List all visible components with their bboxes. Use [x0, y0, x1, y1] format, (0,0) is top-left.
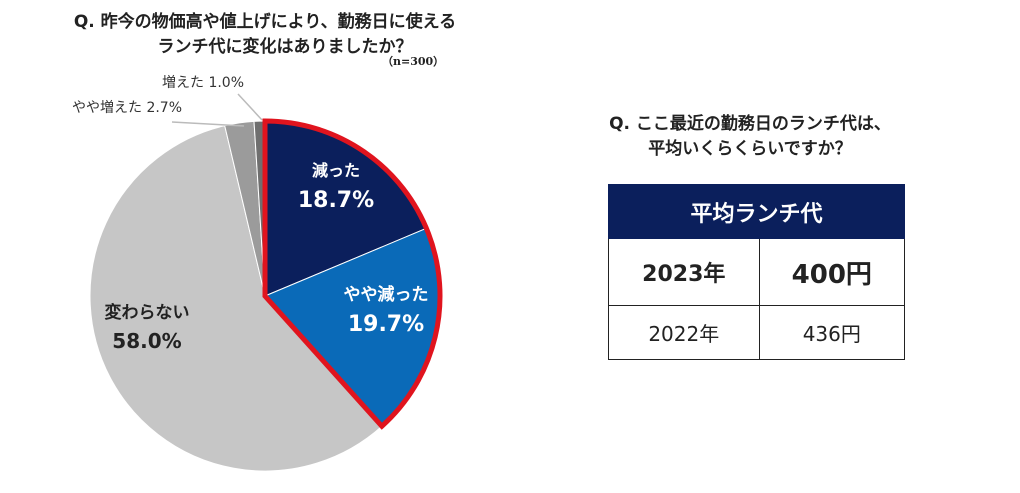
question-right-line2: 平均いくらくらいですか？ [648, 139, 852, 159]
sample-size-note: （n=300） [382, 55, 445, 68]
table-header: 平均ランチ代 [608, 184, 905, 239]
decrease-highlight-outline [262, 118, 443, 430]
table-row: 2023年 400円 [608, 238, 906, 306]
slice-value-label: 19.7% [348, 312, 424, 337]
leader-line [171, 121, 245, 127]
outside-slice-label: やや増えた 2.7% [72, 100, 182, 116]
question-right-line1: Q. ここ最近の勤務日のランチ代は、 [609, 114, 891, 134]
slice-label: 減った [312, 161, 360, 180]
row-year: 2023年 [608, 238, 760, 306]
table-row: 2022年 436円 [608, 305, 906, 360]
row-year: 2022年 [608, 305, 760, 360]
slice-value-label: 18.7% [298, 188, 374, 213]
question-left-line2: ランチ代に変化はありましたか？ [157, 37, 413, 57]
slice-label: やや減った [344, 284, 429, 305]
row-value: 436円 [758, 305, 906, 360]
outside-slice-label: 増えた 1.0% [162, 75, 244, 91]
slice-label: 変わらない [105, 302, 190, 323]
row-value: 400円 [758, 238, 906, 306]
question-right: Q. ここ最近の勤務日のランチ代は、 平均いくらくらいですか？ [560, 112, 940, 162]
question-left: Q. 昨今の物価高や値上げにより、勤務日に使える ランチ代に変化はありましたか？ [0, 10, 530, 60]
question-left-line1: Q. 昨今の物価高や値上げにより、勤務日に使える [73, 12, 457, 32]
average-lunch-table: 平均ランチ代 2023年 400円 2022年 436円 [608, 184, 906, 360]
leader-line [237, 93, 263, 121]
slice-value-label: 58.0% [112, 329, 181, 353]
pie-slice [89, 125, 383, 472]
pie-chart: 減った 18.7% やや減った 19.7% 変わらない 58.0% やや増えた 2.7% 増え… [72, 75, 443, 472]
